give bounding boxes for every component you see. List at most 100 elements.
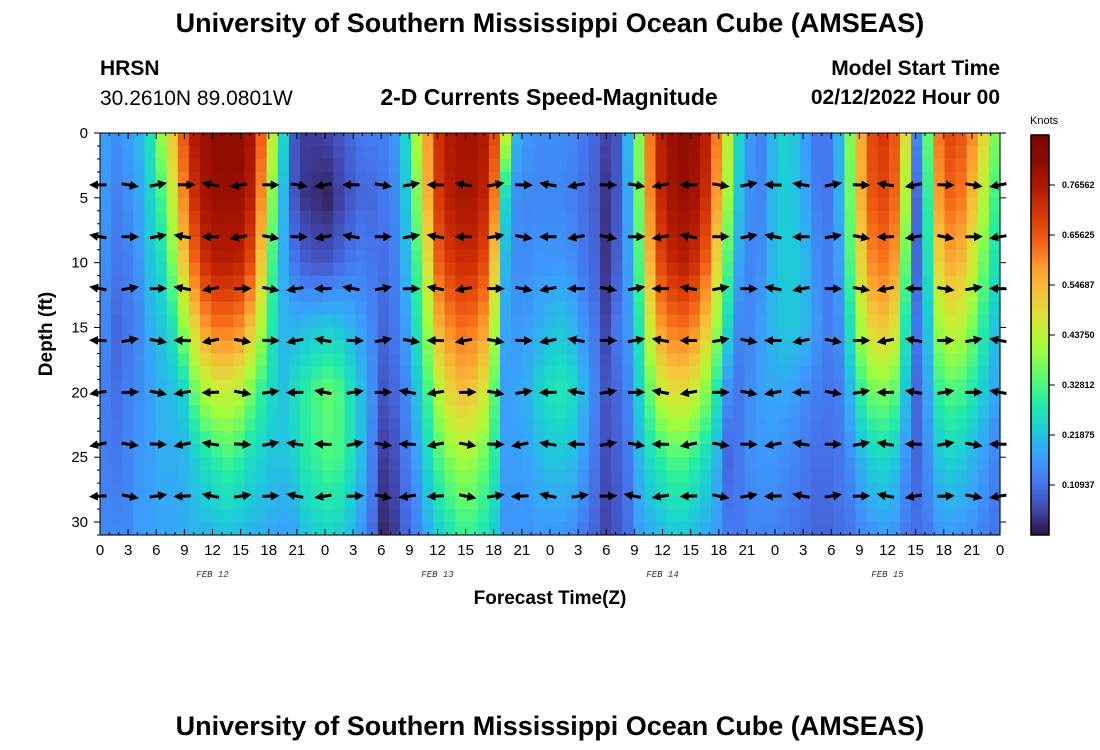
heatmap-cell [333, 392, 346, 406]
heatmap-cell [122, 275, 134, 290]
heatmap-cell [977, 223, 990, 238]
heatmap-cell [522, 366, 534, 380]
heatmap-cell [133, 392, 146, 406]
heatmap-cell [477, 470, 490, 484]
heatmap-cell [733, 223, 746, 238]
heatmap-cell [477, 158, 490, 173]
heatmap-cell [555, 470, 568, 484]
heatmap-cell [788, 197, 801, 212]
heatmap-cell [600, 444, 612, 458]
heatmap-cell [811, 509, 823, 523]
heatmap-cell [211, 236, 223, 251]
heatmap-cell [133, 340, 146, 355]
heatmap-cell [222, 301, 234, 316]
heatmap-cell [322, 483, 334, 497]
heatmap-cell [422, 249, 434, 264]
current-arrow [314, 387, 332, 397]
heatmap-cell [955, 262, 968, 277]
heatmap-cell [588, 223, 601, 238]
heatmap-cell [844, 314, 857, 329]
current-arrow [571, 491, 589, 501]
heatmap-cell [577, 288, 590, 303]
heatmap-cell [244, 366, 257, 380]
heatmap-cell [277, 366, 290, 380]
heatmap-cell [911, 509, 923, 523]
heatmap-cell [755, 210, 768, 225]
heatmap-cell [600, 418, 612, 432]
heatmap-cell [844, 457, 857, 471]
heatmap-cell [911, 470, 923, 484]
heatmap-cell [733, 353, 746, 368]
heatmap-cell [611, 275, 623, 290]
heatmap-cell [933, 496, 946, 510]
heatmap-cell [433, 457, 446, 471]
heatmap-cell [877, 171, 890, 186]
heatmap-cell [677, 301, 690, 316]
heatmap-cell [377, 197, 390, 212]
heatmap-cell [700, 301, 712, 316]
heatmap-cell [733, 405, 746, 419]
current-arrow [599, 232, 618, 242]
heatmap-cell [155, 405, 168, 419]
heatmap-cell [400, 405, 412, 419]
heatmap-cell [222, 314, 234, 329]
heatmap-cell [111, 392, 123, 406]
heatmap-cell [566, 405, 579, 419]
heatmap-cell [700, 171, 712, 186]
heatmap-cell [177, 158, 190, 173]
heatmap-cell [911, 366, 923, 380]
heatmap-cell [144, 418, 157, 432]
heatmap-cell [655, 223, 668, 238]
heatmap-cell [833, 431, 846, 445]
heatmap-cell [222, 288, 234, 303]
heatmap-cell [300, 483, 312, 497]
heatmap-cell [633, 249, 646, 264]
heatmap-cell [944, 457, 957, 471]
heatmap-cell [222, 431, 234, 445]
current-arrow [965, 492, 983, 501]
heatmap-cell [633, 483, 646, 497]
heatmap-cell [788, 405, 801, 419]
heatmap-cell [611, 145, 623, 160]
heatmap-cell [844, 262, 857, 277]
heatmap-cell [522, 184, 534, 199]
heatmap-cell [311, 444, 323, 458]
heatmap-cell [511, 522, 523, 536]
heatmap-cell [788, 236, 801, 251]
heatmap-cell [533, 327, 546, 342]
heatmap-cell [433, 327, 446, 342]
heatmap-cell [611, 210, 623, 225]
heatmap-cell [244, 327, 257, 342]
heatmap-cell [600, 262, 612, 277]
heatmap-cell [466, 366, 479, 380]
heatmap-cell [555, 184, 568, 199]
heatmap-cell [211, 366, 223, 380]
heatmap-cell [244, 418, 257, 432]
heatmap-cell [477, 366, 490, 380]
heatmap-cell [922, 366, 934, 380]
colorbar-tick-label: 0.65625 [1062, 230, 1095, 240]
heatmap-cell [433, 522, 446, 536]
heatmap-cell [766, 314, 779, 329]
heatmap-cell [600, 288, 612, 303]
heatmap-cell [844, 483, 857, 497]
heatmap-cell [577, 405, 590, 419]
heatmap-cell [511, 223, 523, 238]
heatmap-cell [866, 444, 879, 458]
heatmap-cell [544, 262, 557, 277]
heatmap-cell [255, 158, 268, 173]
heatmap-cell [933, 431, 946, 445]
heatmap-cell [766, 457, 779, 471]
heatmap-cell [488, 158, 501, 173]
heatmap-cell [300, 275, 312, 290]
heatmap-cell [433, 379, 446, 393]
heatmap-cell [377, 145, 390, 160]
heatmap-cell [177, 288, 190, 303]
current-arrow [149, 439, 168, 449]
heatmap-cell [800, 197, 812, 212]
heatmap-cell [466, 158, 479, 173]
heatmap-cell [533, 184, 546, 199]
heatmap-cell [488, 288, 501, 303]
heatmap-cell [788, 496, 801, 510]
heatmap-cell [688, 184, 701, 199]
